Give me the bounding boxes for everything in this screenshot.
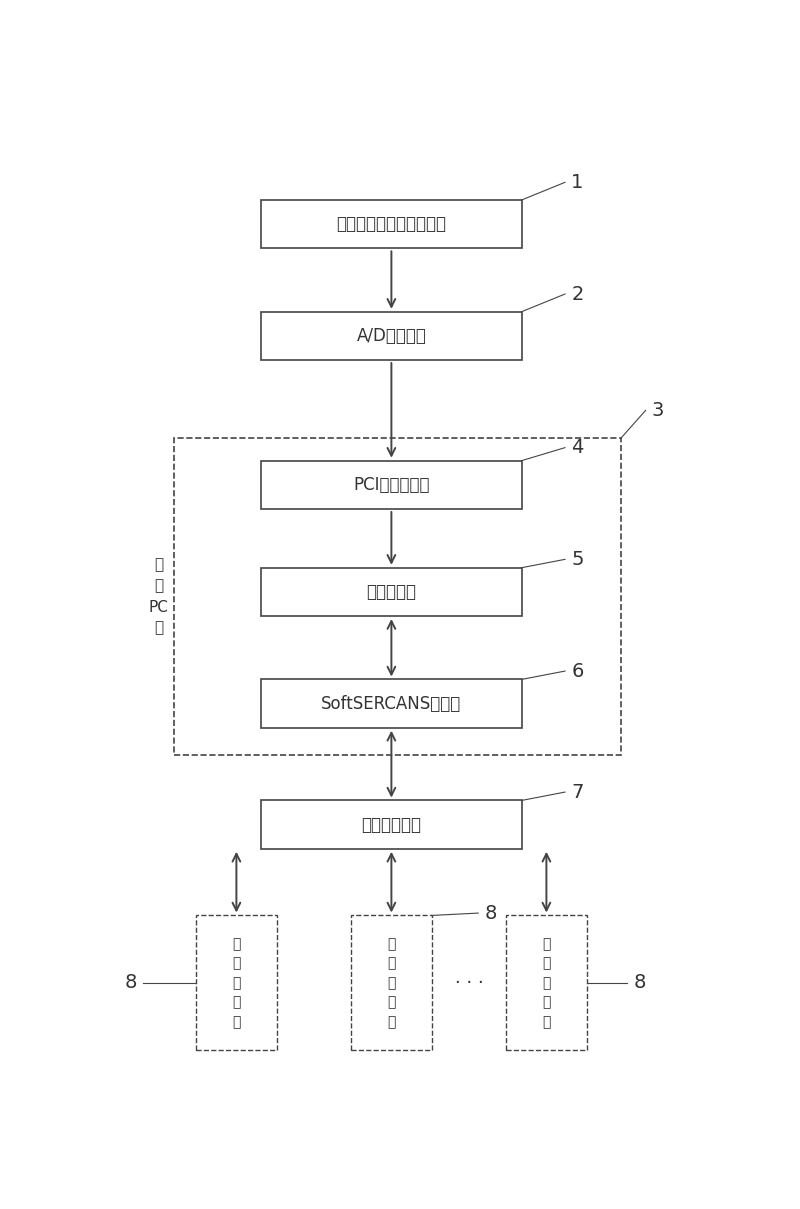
Bar [351,915,432,1051]
Text: 1: 1 [571,173,583,192]
Text: SoftSERCANS通讯卡: SoftSERCANS通讯卡 [322,695,462,712]
Text: 工
业
PC
机: 工 业 PC 机 [149,557,169,636]
Bar [196,915,277,1051]
Bar [174,439,621,754]
Bar [262,199,522,248]
Text: 8: 8 [485,903,497,922]
Text: 8: 8 [634,973,646,993]
Text: 伺
服
驱
动
器: 伺 服 驱 动 器 [387,937,395,1029]
Text: PCI数据采集卡: PCI数据采集卡 [353,476,430,493]
Bar [262,568,522,617]
Bar [262,679,522,728]
Text: 2: 2 [571,284,583,303]
Bar [262,461,522,509]
Text: 8: 8 [125,973,138,993]
Text: 3: 3 [652,401,664,420]
Text: 5: 5 [571,550,584,569]
Text: 输入输出模块: 输入输出模块 [362,816,422,834]
Bar [262,312,522,360]
Text: 6: 6 [571,661,583,681]
Text: 伺
服
驱
动
器: 伺 服 驱 动 器 [232,937,241,1029]
Text: · · ·: · · · [454,974,483,991]
Text: 铣削控制器: 铣削控制器 [366,583,416,601]
Bar [506,915,586,1051]
Text: 三向压电式测力仪传感器: 三向压电式测力仪传感器 [336,215,446,233]
Text: 7: 7 [571,782,583,802]
Text: A/D转换电路: A/D转换电路 [357,326,426,345]
Text: 伺
服
驱
动
器: 伺 服 驱 动 器 [542,937,550,1029]
Text: 4: 4 [571,438,583,457]
Bar [262,800,522,849]
